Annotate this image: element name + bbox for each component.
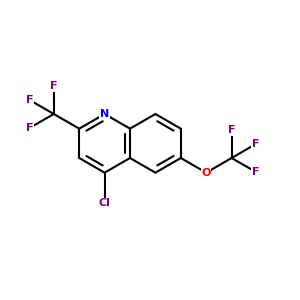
Text: F: F — [252, 139, 260, 149]
Text: Cl: Cl — [99, 199, 110, 208]
Text: F: F — [228, 125, 236, 135]
Text: F: F — [26, 123, 33, 133]
Text: F: F — [50, 81, 58, 91]
Text: N: N — [100, 109, 109, 119]
Text: F: F — [252, 167, 260, 177]
Text: F: F — [26, 95, 33, 105]
Text: O: O — [202, 168, 211, 178]
